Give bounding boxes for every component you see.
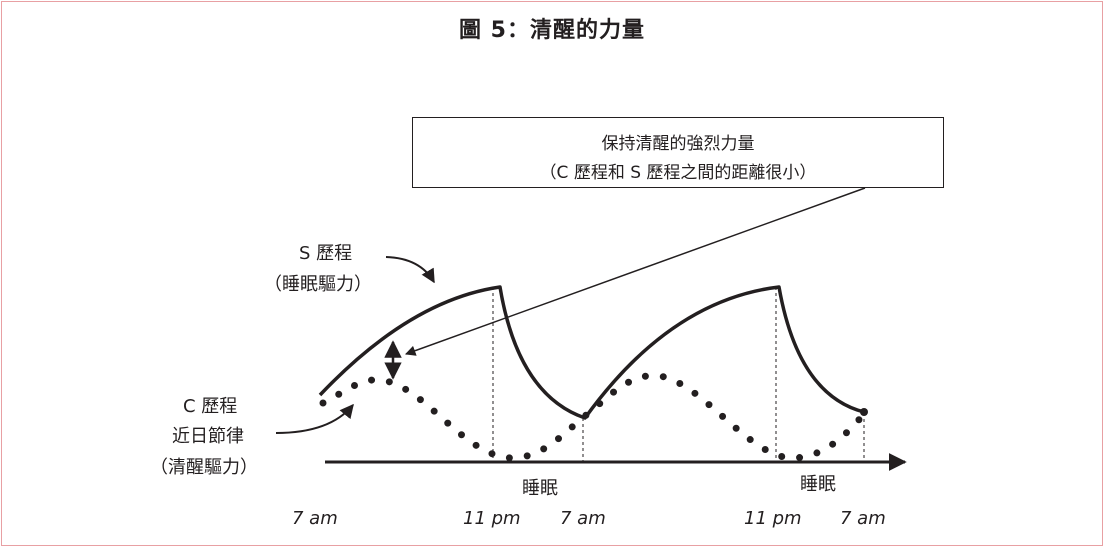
c-process-desc: （清醒驅力） [150, 457, 258, 478]
time-label-7am-1: 7 am [292, 508, 338, 529]
s-label-arrow [385, 256, 435, 284]
s-process-label: S 歷程 [299, 243, 353, 264]
time-label-7am-3: 7 am [840, 508, 886, 529]
sleep-label-2: 睡眠 [800, 474, 836, 495]
c-process-subname: 近日節律 [172, 426, 244, 447]
callout-pointer [405, 187, 866, 356]
sleep-label-1: 睡眠 [522, 478, 558, 499]
callout-line-1: 保持清醒的強烈力量 [601, 134, 755, 154]
time-label-7am-2: 7 am [560, 508, 606, 529]
c-label-arrow [275, 403, 354, 434]
callout-line-2: （C 歷程和 S 歷程之間的距離很小） [539, 163, 817, 183]
s-process-curve [318, 285, 865, 420]
figure-title: 圖 5：清醒的力量 [459, 18, 645, 43]
curve-end-dot [860, 408, 868, 416]
c-process-curve [319, 372, 868, 462]
callout-box: 保持清醒的強烈力量 （C 歷程和 S 歷程之間的距離很小） [412, 117, 944, 188]
time-label-11pm-1: 11 pm [463, 508, 521, 529]
time-label-11pm-2: 11 pm [744, 508, 802, 529]
s-process-desc: （睡眠驅力） [264, 274, 372, 295]
c-process-label: C 歷程 [183, 396, 238, 417]
